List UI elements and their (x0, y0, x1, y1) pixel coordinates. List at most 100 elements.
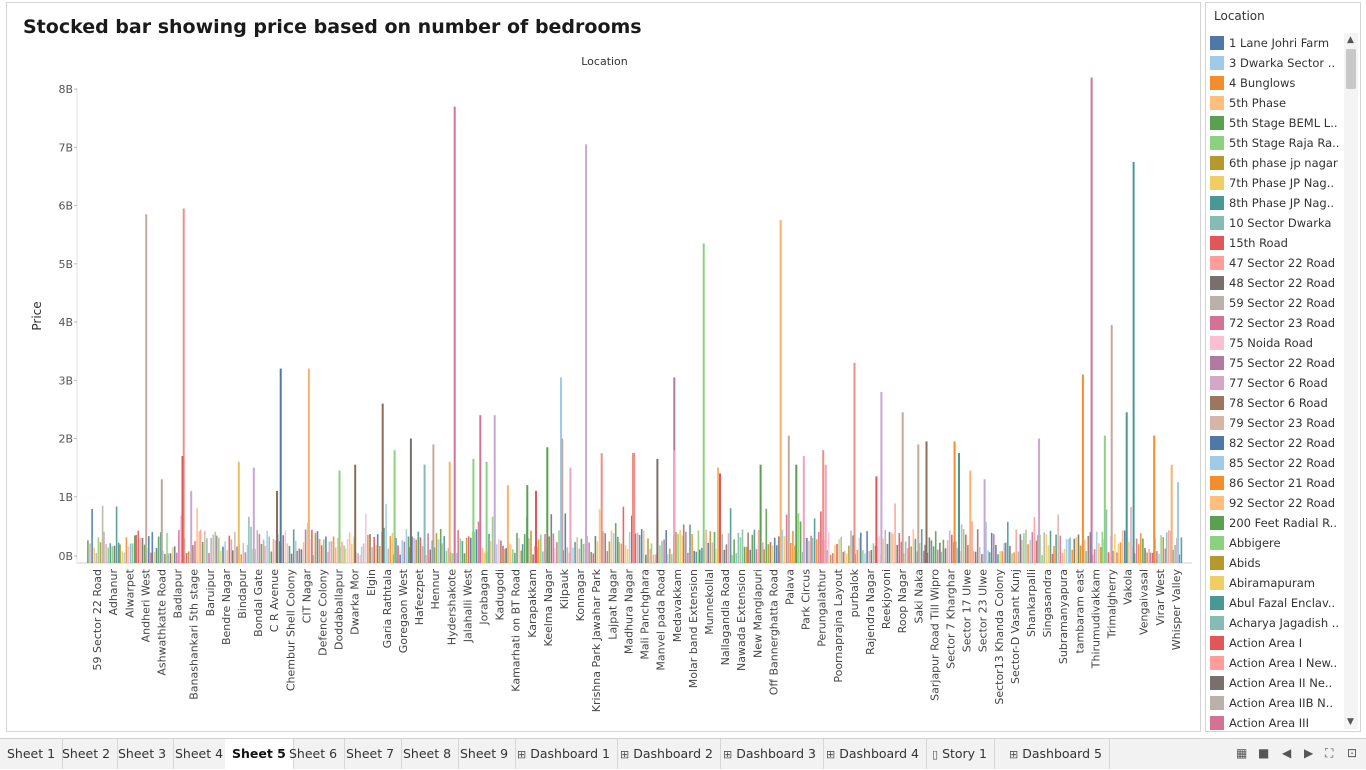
bar (272, 539, 275, 563)
legend-swatch (1210, 296, 1224, 310)
bar (580, 538, 583, 563)
tab-dashboard-4[interactable]: ⊞ Dashboard 4 (819, 739, 927, 769)
filmstrip-icon[interactable]: ■ (1258, 746, 1270, 760)
bar (1130, 507, 1132, 563)
bar (459, 538, 462, 563)
legend-item[interactable]: Abids (1210, 553, 1342, 573)
tab-sheet-5[interactable]: Sheet 5 (225, 739, 294, 769)
bar (520, 550, 522, 563)
legend-scrollbar[interactable]: ▲ ▼ (1344, 33, 1358, 729)
legend-list[interactable]: 1 Lane Johri Farm 3 Dwarka Sector .. 4 Bun… (1210, 33, 1342, 731)
bar (747, 532, 749, 563)
legend-item[interactable]: 3 Dwarka Sector .. (1210, 53, 1342, 73)
bar (451, 553, 454, 563)
tab-sheet-7[interactable]: Sheet 7 (339, 739, 403, 769)
next-sheet-icon[interactable]: ▶ (1304, 746, 1314, 760)
bar (993, 534, 995, 563)
bar (751, 534, 754, 563)
bar (192, 545, 194, 563)
fit-view-icon[interactable]: ⛶ (1325, 746, 1334, 760)
x-tick-label: Keelma Nagar (542, 569, 555, 647)
bar (882, 538, 884, 563)
legend-item[interactable]: 77 Sector 6 Road (1210, 373, 1342, 393)
tab-dashboard-2[interactable]: ⊞ Dashboard 2 (613, 739, 721, 769)
bar (502, 545, 504, 563)
legend-item[interactable]: 5th Stage Raja Ra.. (1210, 133, 1342, 153)
tab-sheet-8[interactable]: Sheet 8 (396, 739, 460, 769)
legend-item[interactable]: Abul Fazal Enclav.. (1210, 593, 1342, 613)
bar (870, 550, 873, 563)
legend-item[interactable]: Action Area III (1210, 713, 1342, 731)
grid-view-icon[interactable]: ▦ (1236, 746, 1248, 760)
legend-item[interactable]: Action Area I (1210, 633, 1342, 653)
legend-item[interactable]: 1 Lane Johri Farm (1210, 33, 1342, 53)
legend-item[interactable]: 85 Sector 22 Road (1210, 453, 1342, 473)
legend-item[interactable]: 72 Sector 23 Road (1210, 313, 1342, 333)
scroll-up-icon[interactable]: ▲ (1347, 35, 1354, 45)
bar (194, 541, 196, 563)
bar (946, 540, 949, 563)
tab-dashboard-5[interactable]: ⊞ Dashboard 5 (1002, 739, 1110, 769)
legend-item[interactable]: Abbigere (1210, 533, 1342, 553)
tab-sheet-6[interactable]: Sheet 6 (282, 739, 346, 769)
legend-title: Location (1214, 9, 1265, 23)
tab-sheet-9[interactable]: Sheet 9 (453, 739, 517, 769)
bar (443, 536, 445, 563)
legend-item[interactable]: 10 Sector Dwarka (1210, 213, 1342, 233)
legend-item[interactable]: Action Area I New.. (1210, 653, 1342, 673)
bar (89, 543, 91, 563)
tab-sheet-2[interactable]: Sheet 2 (55, 739, 119, 769)
bar (415, 539, 417, 563)
bar (842, 551, 845, 563)
bar (1035, 540, 1038, 563)
tab-story-1[interactable]: ▯ Story 1 (925, 739, 996, 769)
x-tick-label: Park Circus (800, 569, 813, 630)
bar-chart[interactable]: Location Price 0B 1B 2B 3B 4B 5B 6B 7B 8B 59 Sector… (7, 3, 1200, 731)
tab-dashboard-3[interactable]: ⊞ Dashboard 3 (716, 739, 824, 769)
legend-item[interactable]: 86 Sector 21 Road (1210, 473, 1342, 493)
legend-item[interactable]: Abiramapuram (1210, 573, 1342, 593)
tab-sheet-3[interactable]: Sheet 3 (111, 739, 175, 769)
legend-item[interactable]: 200 Feet Radial R.. (1210, 513, 1342, 533)
legend-item[interactable]: 7th Phase JP Nag.. (1210, 173, 1342, 193)
bar (1067, 539, 1070, 563)
legend-item[interactable]: 15th Road (1210, 233, 1342, 253)
bar (505, 547, 508, 563)
bar (705, 529, 707, 563)
bar (783, 536, 786, 563)
legend-item[interactable]: 78 Sector 6 Road (1210, 393, 1342, 413)
x-tick-label: Roop Nagar (896, 569, 909, 634)
legend-item[interactable]: 47 Sector 22 Road (1210, 253, 1342, 273)
legend-item[interactable]: 4 Bunglows (1210, 73, 1342, 93)
legend-item[interactable]: 75 Sector 22 Road (1210, 353, 1342, 373)
legend-label: 82 Sector 22 Road (1229, 436, 1336, 450)
legend-item[interactable]: 48 Sector 22 Road (1210, 273, 1342, 293)
bar (1140, 533, 1142, 563)
tab-dashboard-1[interactable]: ⊞ Dashboard 1 (510, 739, 618, 769)
legend-item[interactable]: Action Area II Ne.. (1210, 673, 1342, 693)
legend-item[interactable]: Action Area IIB N.. (1210, 693, 1342, 713)
tab-sheet-1[interactable]: Sheet 1 (0, 739, 64, 769)
bar (121, 551, 123, 563)
bar (737, 532, 740, 563)
legend-item[interactable]: 79 Sector 23 Road (1210, 413, 1342, 433)
scroll-down-icon[interactable]: ▼ (1347, 717, 1354, 727)
legend-item[interactable]: 6th phase jp nagar (1210, 153, 1342, 173)
legend-item[interactable]: Acharya Jagadish .. (1210, 613, 1342, 633)
legend-item[interactable]: 8th Phase JP Nag.. (1210, 193, 1342, 213)
scroll-thumb[interactable] (1346, 49, 1356, 89)
prev-sheet-icon[interactable]: ◀ (1282, 746, 1292, 760)
legend-item[interactable]: 92 Sector 22 Road (1210, 493, 1342, 513)
present-icon[interactable]: ⊡ (1347, 746, 1358, 760)
bar (325, 536, 327, 563)
legend-item[interactable]: 82 Sector 22 Road (1210, 433, 1342, 453)
bar (131, 543, 134, 563)
tab-sheet-4[interactable]: Sheet 4 (168, 739, 232, 769)
legend-item[interactable]: 5th Stage BEML L.. (1210, 113, 1342, 133)
bar (1007, 521, 1009, 563)
legend-item[interactable]: 75 Noida Road (1210, 333, 1342, 353)
legend-item[interactable]: 5th Phase (1210, 93, 1342, 113)
bar-peak (252, 467, 255, 563)
bar (123, 552, 126, 563)
legend-item[interactable]: 59 Sector 22 Road (1210, 293, 1342, 313)
